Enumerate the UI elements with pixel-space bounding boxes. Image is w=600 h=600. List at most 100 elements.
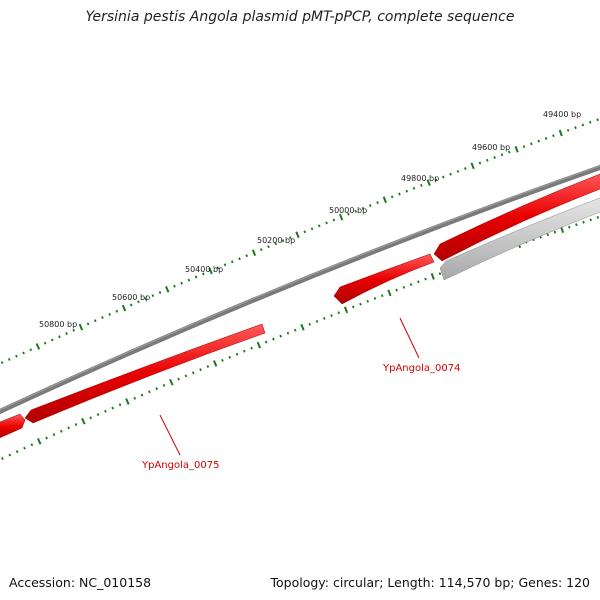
inner-ruler-tick — [125, 398, 130, 405]
outer-ruler-tick — [508, 150, 511, 154]
inner-ruler-tick — [279, 334, 282, 338]
ruler-label-50600: 50600 bp — [112, 293, 150, 302]
outer-ruler-tick — [101, 316, 104, 320]
outer-ruler-tick — [129, 303, 133, 307]
topology-summary: Topology: circular; Length: 114,570 bp; … — [270, 575, 591, 590]
inner-ruler-tick — [373, 297, 377, 300]
outer-ruler-tick — [35, 343, 41, 350]
inner-ruler-tick — [191, 371, 195, 375]
callout-line-ypangola-0075 — [159, 414, 181, 456]
inner-ruler-tick — [74, 423, 78, 427]
inner-ruler-tick — [417, 280, 420, 284]
outer-ruler-tick — [115, 309, 119, 313]
inner-ruler-tick — [322, 317, 326, 320]
inner-ruler-tick — [221, 358, 224, 362]
outer-ruler-tick — [259, 248, 263, 252]
outer-ruler-tick — [596, 118, 599, 122]
ruler-label-50400: 50400 bp — [185, 265, 223, 274]
outer-ruler-tick — [295, 231, 300, 239]
plasmid-backbone — [0, 164, 600, 415]
outer-ruler — [0, 118, 599, 365]
gene-arrow-upper-right[interactable] — [433, 172, 600, 262]
inner-ruler-tick — [424, 277, 427, 281]
outer-ruler-tick — [173, 284, 176, 288]
outer-ruler-tick — [216, 266, 220, 270]
inner-ruler-tick — [395, 288, 398, 292]
inner-ruler-tick — [575, 223, 578, 227]
outer-ruler-tick — [500, 153, 504, 157]
outer-ruler-tick — [485, 158, 489, 162]
inner-ruler-tick — [430, 273, 435, 280]
outer-ruler-tick — [412, 186, 416, 190]
outer-ruler-tick — [426, 179, 431, 186]
inner-ruler-tick — [67, 426, 70, 430]
outer-ruler-tick — [558, 129, 563, 137]
inner-ruler-tick — [315, 319, 319, 323]
inner-ruler-tick — [380, 294, 384, 298]
inner-ruler-tick — [250, 346, 253, 350]
inner-ruler-tick — [36, 438, 42, 445]
outer-ruler-tick — [420, 184, 423, 187]
outer-ruler-tick — [530, 142, 533, 146]
outer-ruler-tick — [223, 263, 227, 267]
outer-ruler-tick — [29, 348, 33, 352]
outer-ruler-tick — [382, 196, 387, 204]
gene-label-ypangola-0074[interactable]: YpAngola_0074 — [382, 363, 460, 374]
outer-ruler-tick — [332, 218, 336, 222]
plasmid-backbone-highlight — [0, 165, 600, 411]
gene-arrow-ypangola-0074[interactable] — [333, 253, 435, 305]
forward-genes — [0, 172, 600, 439]
outer-ruler-tick — [267, 245, 270, 249]
outer-ruler-tick — [574, 126, 577, 130]
outer-ruler-tick — [464, 167, 467, 171]
inner-ruler-tick — [264, 340, 268, 344]
outer-ruler-tick — [238, 257, 241, 261]
outer-ruler-tick — [478, 161, 482, 165]
inner-ruler-tick — [96, 413, 100, 417]
ruler-label-50200: 50200 bp — [257, 236, 295, 245]
outer-ruler-tick — [121, 304, 127, 312]
inner-ruler-tick — [1, 457, 4, 461]
inner-ruler-tick — [308, 322, 312, 326]
outer-ruler-tick — [537, 139, 540, 143]
gene-arrow-ypangola-0075[interactable] — [24, 323, 266, 424]
inner-ruler-tick — [177, 377, 180, 381]
inner-ruler-tick — [256, 341, 262, 349]
ruler-labels: 49400 bp 49600 bp 49800 bp 50000 bp 5020… — [39, 110, 581, 329]
outer-ruler-tick — [390, 195, 394, 199]
inner-ruler-tick — [155, 387, 159, 391]
outer-ruler-tick — [208, 267, 213, 275]
inner-ruler-tick — [228, 355, 232, 359]
outer-ruler-tick — [339, 213, 344, 221]
outer-ruler-tick — [187, 278, 191, 282]
outer-ruler-tick — [281, 239, 285, 243]
inner-ruler-tick — [359, 302, 362, 306]
outer-ruler-tick — [552, 134, 555, 138]
inner-ruler-tick — [169, 378, 174, 386]
outer-ruler-tick — [22, 351, 25, 355]
ruler-label-49600: 49600 bp — [472, 143, 510, 152]
inner-ruler-tick — [300, 323, 305, 331]
gene-arrow-reverse-grey[interactable] — [439, 196, 600, 281]
inner-ruler-tick — [23, 446, 26, 450]
outer-ruler-tick — [72, 328, 76, 332]
inner-ruler-tick — [59, 429, 63, 433]
outer-ruler-tick — [354, 209, 357, 213]
gene-callouts: YpAngola_0074 YpAngola_0075 — [141, 317, 460, 471]
inner-ruler-tick — [330, 314, 333, 318]
outer-ruler-tick — [456, 169, 460, 173]
outer-ruler-tick — [86, 322, 90, 326]
outer-ruler-tick — [581, 123, 585, 127]
inner-ruler-tick — [52, 433, 56, 437]
inner-ruler-tick — [343, 306, 349, 314]
inner-ruler-tick — [387, 289, 392, 297]
outer-ruler-tick — [158, 290, 162, 294]
inner-ruler-tick — [133, 396, 137, 400]
ruler-label-50000: 50000 bp — [329, 206, 367, 215]
outer-ruler-tick — [470, 162, 475, 170]
inner-ruler — [1, 215, 600, 461]
inner-ruler-tick — [366, 299, 370, 303]
gene-label-ypangola-0075[interactable]: YpAngola_0075 — [141, 460, 219, 471]
inner-ruler-tick — [140, 393, 144, 397]
inner-ruler-tick — [15, 450, 19, 454]
